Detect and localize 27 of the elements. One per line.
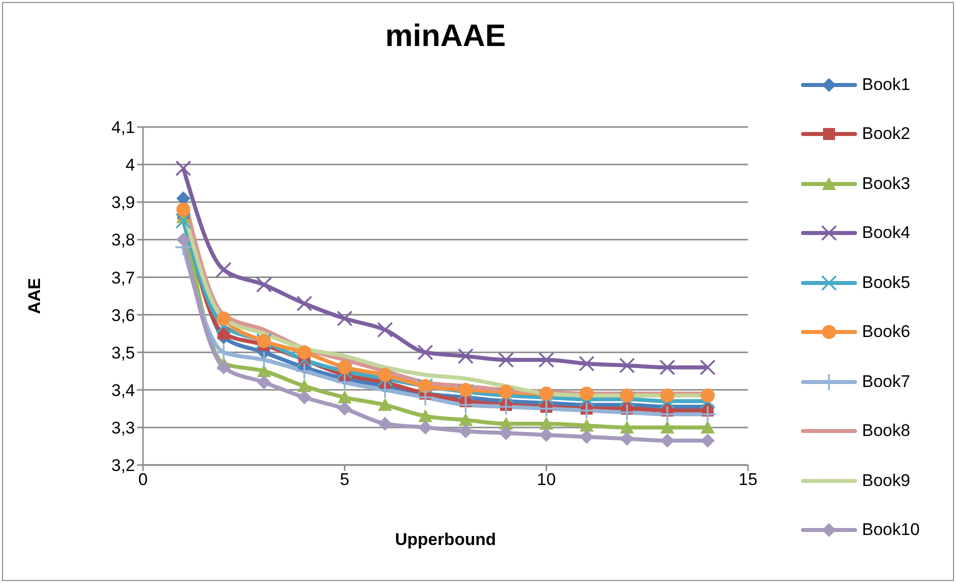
legend-label: Book5 [862,272,910,293]
legend-label: Book4 [862,223,910,244]
x-tick-label: 0 [138,470,148,490]
x-axis-title: Upperbound [394,530,498,550]
chart-title: minAAE [384,18,507,54]
y-tick-label: 3,6 [111,306,135,325]
legend-label: Book6 [862,322,910,342]
legend-label: Book8 [862,421,910,442]
legend-label: Book3 [862,174,910,194]
y-tick-label: 3,9 [111,193,135,212]
legend-label: Book10 [862,520,920,540]
x-tick-label: 15 [738,470,758,490]
y-axis-title: AAE [25,278,45,314]
y-tick-label: 3,5 [111,343,135,362]
legend-label: Book1 [862,74,910,95]
x-tick-label: 5 [340,470,350,490]
legend-label: Book2 [862,124,910,144]
x-tick-label: 10 [536,470,556,490]
y-tick-label: 4 [126,156,135,175]
y-tick-label: 3,8 [111,230,135,250]
y-tick-label: 4,1 [111,118,135,138]
y-tick-label: 3,2 [111,456,135,476]
y-tick-label: 3,7 [111,268,135,288]
legend-label: Book9 [862,470,910,491]
y-tick-label: 3,3 [111,418,135,438]
y-tick-label: 3,4 [111,380,135,400]
legend-label: Book7 [862,372,910,392]
